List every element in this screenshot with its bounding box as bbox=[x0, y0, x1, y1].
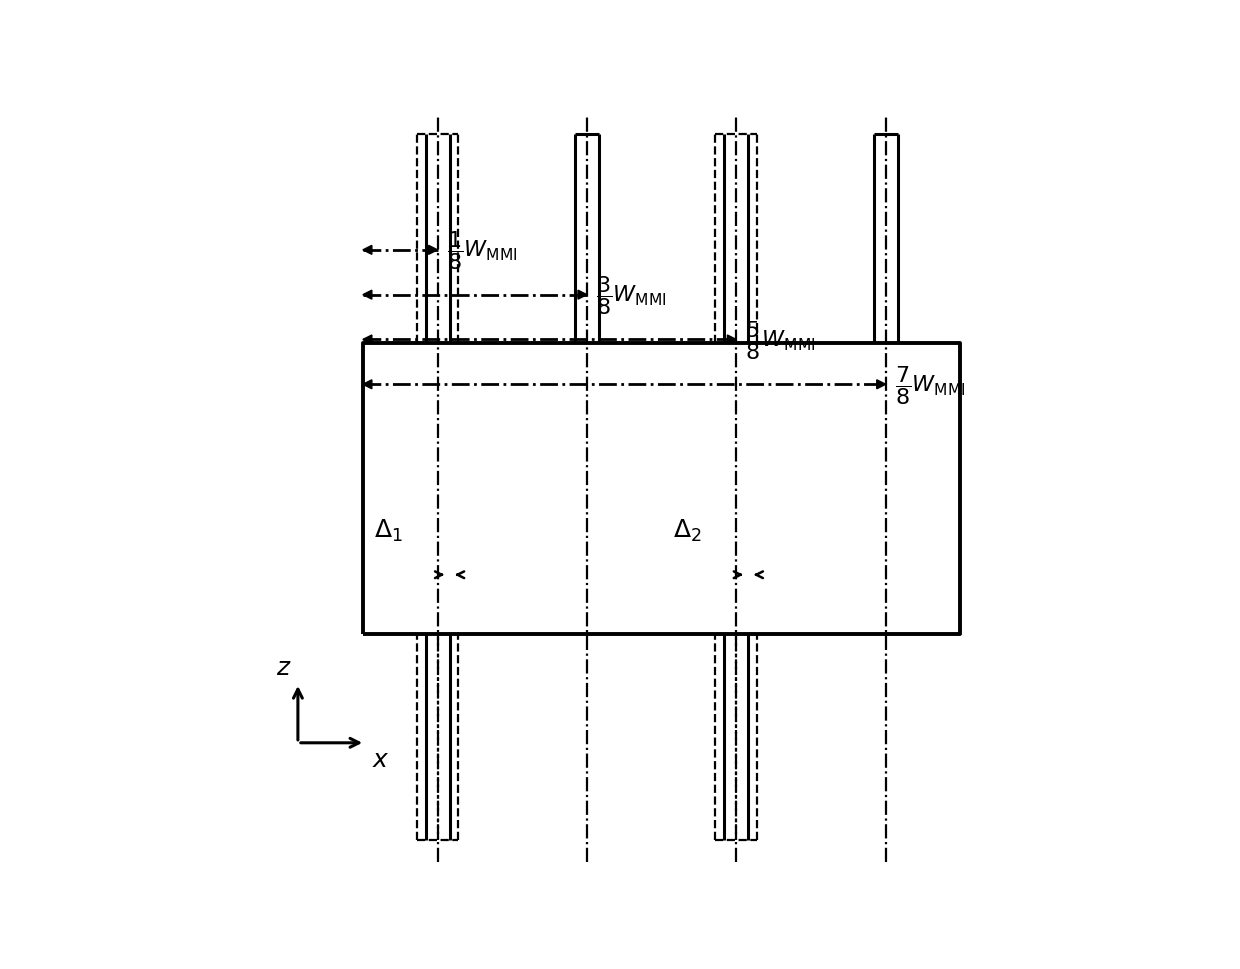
Polygon shape bbox=[578, 291, 587, 299]
Text: $\dfrac{1}{8}W_{\mathrm{MMI}}$: $\dfrac{1}{8}W_{\mathrm{MMI}}$ bbox=[446, 229, 517, 272]
Text: $\Delta_1$: $\Delta_1$ bbox=[374, 517, 403, 544]
Text: x: x bbox=[372, 747, 387, 770]
Text: $\dfrac{7}{8}W_{\mathrm{MMI}}$: $\dfrac{7}{8}W_{\mathrm{MMI}}$ bbox=[895, 363, 966, 406]
Polygon shape bbox=[877, 381, 885, 390]
Polygon shape bbox=[728, 335, 737, 345]
Text: $\dfrac{5}{8}W_{\mathrm{MMI}}$: $\dfrac{5}{8}W_{\mathrm{MMI}}$ bbox=[745, 319, 816, 361]
Text: $\Delta_2$: $\Delta_2$ bbox=[673, 517, 702, 544]
Polygon shape bbox=[363, 246, 372, 255]
Polygon shape bbox=[363, 335, 372, 345]
Polygon shape bbox=[429, 246, 438, 255]
Text: z: z bbox=[277, 655, 289, 679]
Polygon shape bbox=[363, 381, 372, 390]
Text: $\dfrac{3}{8}W_{\mathrm{MMI}}$: $\dfrac{3}{8}W_{\mathrm{MMI}}$ bbox=[596, 274, 667, 317]
Polygon shape bbox=[363, 291, 372, 299]
